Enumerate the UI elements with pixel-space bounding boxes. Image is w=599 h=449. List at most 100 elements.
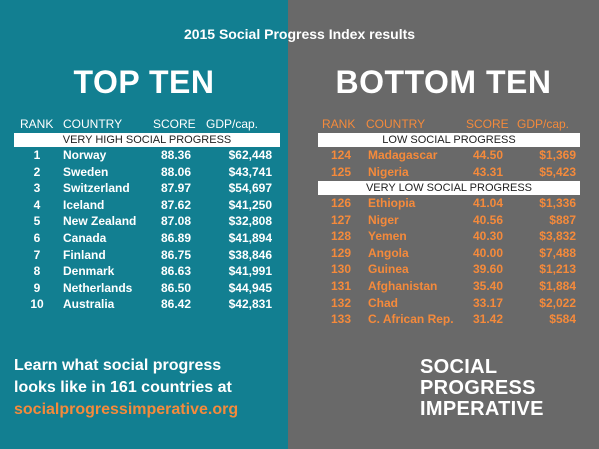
table-row: 9 Netherlands 86.50 $44,945 (0, 281, 599, 298)
top-band-very-high: VERY HIGH SOCIAL PROGRESS (14, 133, 280, 147)
cell-gdp: $1,336 (539, 196, 576, 210)
table-row: 133 C. African Rep. 31.42 $584 (0, 312, 599, 329)
table-row: 10 Australia 86.42 $42,831 (0, 297, 599, 314)
cell-country: Guinea (368, 262, 409, 277)
logo-line-1: SOCIAL (420, 356, 498, 378)
cell-rank: 124 (330, 148, 352, 162)
table-row: 129 Angola 40.00 $7,488 (0, 246, 599, 263)
cell-score: 35.40 (472, 279, 503, 293)
table-row: 5 New Zealand 87.08 $32,808 (0, 214, 599, 231)
bottom-ten-panel (288, 0, 599, 449)
cell-country: Iceland (63, 197, 105, 212)
table-row: 124 Madagascar 44.50 $1,369 (0, 148, 599, 165)
cell-gdp: $887 (549, 212, 576, 227)
cell-country: Finland (63, 247, 106, 262)
cell-gdp: $584 (549, 312, 576, 327)
bottom-header-gdp: GDP/cap. (517, 117, 570, 131)
cell-score: 86.63 (160, 264, 191, 279)
logo-line-3: IMPERATIVE (420, 398, 544, 420)
table-row: 2 Sweden 88.06 $43,741 (0, 165, 599, 182)
cell-rank: 4 (33, 197, 41, 212)
top-ten-heading: TOP TEN (73, 64, 215, 100)
cell-rank: 127 (330, 212, 352, 227)
footer-line-2: looks like in 161 countries at (14, 379, 232, 396)
table-row: 3 Switzerland 87.97 $54,697 (0, 181, 599, 198)
table-row: 125 Nigeria 43.31 $5,423 (0, 165, 599, 182)
cell-country: Angola (368, 245, 409, 260)
table-row: 126 Ethiopia 41.04 $1,336 (0, 196, 599, 213)
cell-score: 86.50 (160, 280, 191, 295)
cell-rank: 7 (33, 247, 41, 262)
page-title: 2015 Social Progress Index results (183, 26, 416, 42)
cell-score: 40.00 (472, 245, 503, 260)
cell-score: 31.42 (472, 312, 503, 327)
cell-gdp: $44,945 (228, 280, 272, 295)
cell-score: 40.30 (472, 229, 503, 244)
table-row: 127 Niger 40.56 $887 (0, 213, 599, 230)
cell-gdp: $1,213 (539, 262, 576, 277)
cell-country: Niger (368, 212, 399, 227)
footer-line-1: Learn what social progress (14, 357, 222, 374)
top-header-gdp: GDP/cap. (206, 117, 259, 131)
cell-gdp: $38,846 (228, 247, 272, 262)
cell-score: 39.60 (472, 262, 503, 277)
cell-country: Canada (63, 231, 107, 245)
cell-score: 33.17 (472, 295, 503, 310)
cell-gdp: $42,831 (228, 297, 272, 312)
cell-gdp: $41,894 (228, 231, 272, 245)
table-row: 8 Denmark 86.63 $41,991 (0, 264, 599, 281)
cell-gdp: $32,808 (228, 214, 272, 229)
cell-country: Sweden (63, 164, 109, 179)
cell-gdp: $2,022 (539, 295, 576, 310)
cell-rank: 3 (33, 181, 41, 196)
cell-rank: 133 (330, 312, 352, 327)
cell-rank: 128 (330, 229, 352, 244)
cell-country: Ethiopia (368, 196, 416, 210)
bottom-band-very-low: VERY LOW SOCIAL PROGRESS (318, 181, 580, 195)
cell-score: 87.97 (160, 181, 191, 196)
cell-gdp: $41,991 (228, 264, 272, 279)
cell-gdp: $3,832 (539, 229, 576, 244)
cell-score: 41.04 (472, 196, 503, 210)
logo-line-2: PROGRESS (420, 377, 536, 399)
cell-score: 87.62 (160, 197, 191, 212)
cell-country: Switzerland (63, 181, 130, 196)
bottom-header-rank: RANK (322, 117, 356, 131)
table-row: 4 Iceland 87.62 $41,250 (0, 198, 599, 215)
cell-score: 86.42 (160, 297, 191, 312)
cell-country: Chad (368, 295, 398, 310)
cell-gdp: $43,741 (228, 164, 272, 179)
cell-country: Netherlands (63, 280, 133, 295)
cell-country: New Zealand (63, 214, 137, 229)
footer-callout: Learn what social progress looks like in… (14, 355, 284, 421)
top-header-rank: RANK (20, 117, 54, 131)
cell-score: 88.06 (160, 164, 191, 179)
table-row: 7 Finland 86.75 $38,846 (0, 248, 599, 265)
cell-rank: 6 (33, 231, 41, 245)
cell-gdp: $1,369 (539, 148, 576, 162)
table-row: 128 Yemen 40.30 $3,832 (0, 229, 599, 246)
cell-score: 86.75 (160, 247, 191, 262)
cell-gdp: $5,423 (539, 164, 576, 179)
cell-rank: 9 (33, 280, 41, 295)
cell-rank: 131 (330, 279, 352, 293)
bottom-header-country: COUNTRY (366, 117, 426, 131)
cell-score: 86.89 (160, 231, 191, 245)
cell-rank: 10 (30, 297, 44, 312)
footer-link[interactable]: socialprogressimperative.org (14, 401, 239, 418)
top-header-country: COUNTRY (63, 117, 123, 131)
cell-country: C. African Rep. (368, 312, 454, 327)
top-header-score: SCORE (153, 117, 196, 131)
cell-rank: 5 (33, 214, 41, 229)
cell-score: 88.36 (160, 148, 191, 162)
cell-rank: 125 (330, 164, 352, 179)
cell-score: 43.31 (472, 164, 503, 179)
cell-score: 87.08 (160, 214, 191, 229)
top-ten-panel (0, 0, 288, 449)
cell-score: 44.50 (472, 148, 503, 162)
cell-score: 40.56 (472, 212, 503, 227)
cell-country: Australia (63, 297, 115, 312)
cell-rank: 8 (33, 264, 41, 279)
cell-country: Denmark (63, 264, 115, 279)
